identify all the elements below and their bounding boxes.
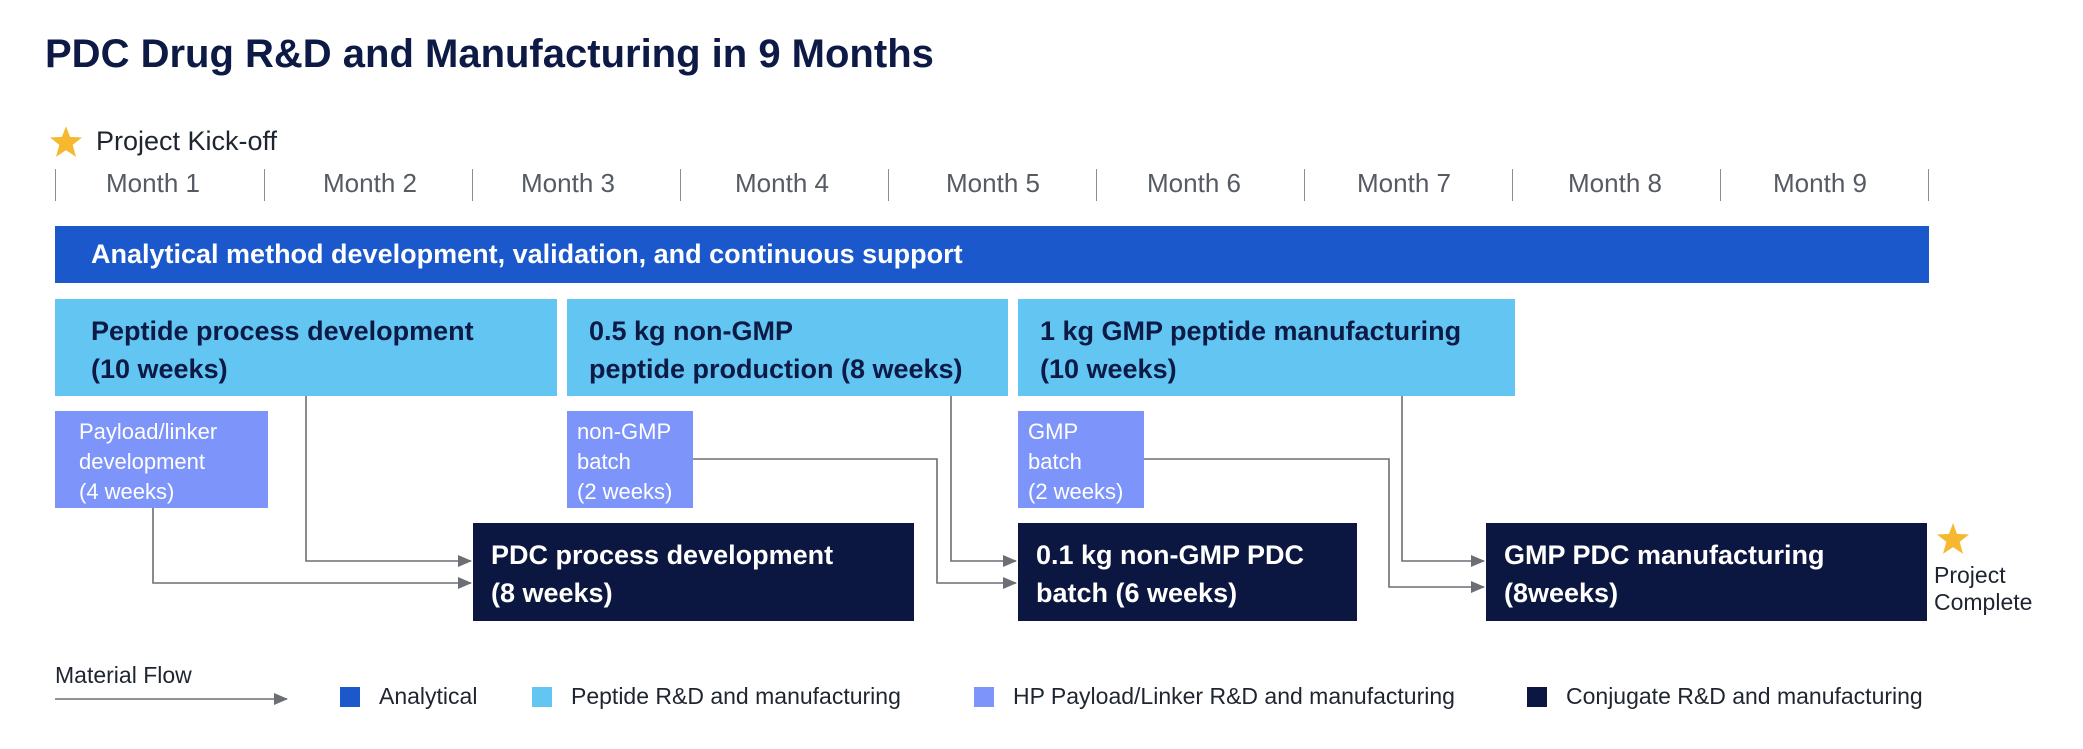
non-gmp-peptide-box: 0.5 kg non-GMP peptide production (8 wee… bbox=[567, 299, 1008, 396]
month-label: Month 9 bbox=[1773, 168, 1867, 198]
legend-item-analytical: Analytical bbox=[340, 683, 477, 710]
flow-arrow bbox=[1401, 396, 1485, 567]
legend-item-payload: HP Payload/Linker R&D and manufacturing bbox=[974, 683, 1455, 710]
month-divider bbox=[1512, 169, 1513, 201]
legend-swatch bbox=[340, 686, 360, 707]
payload-linker-box: Payload/linker development (4 weeks) bbox=[55, 411, 268, 508]
month-label: Month 7 bbox=[1357, 168, 1451, 198]
month-label: Month 1 bbox=[106, 168, 200, 198]
month-divider bbox=[680, 169, 681, 201]
month-label: Month 4 bbox=[735, 168, 829, 198]
month-label: Month 6 bbox=[1147, 168, 1241, 198]
box-line: batch bbox=[577, 449, 631, 474]
box-line: (2 weeks) bbox=[577, 479, 673, 504]
box-line: (8 weeks) bbox=[491, 578, 613, 608]
gmp-peptide-box: 1 kg GMP peptide manufacturing (10 weeks… bbox=[1018, 299, 1515, 396]
box-line: batch (6 weeks) bbox=[1036, 578, 1238, 608]
box-line: (10 weeks) bbox=[91, 354, 228, 384]
kickoff-milestone: Project Kick-off bbox=[50, 126, 277, 157]
month-divider bbox=[1928, 169, 1929, 201]
box-line: GMP PDC manufacturing bbox=[1504, 540, 1825, 570]
analytical-bar: Analytical method development, validatio… bbox=[55, 226, 1929, 283]
box-line: batch bbox=[1028, 449, 1082, 474]
box-line: 0.5 kg non-GMP bbox=[589, 316, 794, 346]
month-divider bbox=[1096, 169, 1097, 201]
month-divider bbox=[264, 169, 265, 201]
box-line: (2 weeks) bbox=[1028, 479, 1124, 504]
box-line: (10 weeks) bbox=[1040, 354, 1177, 384]
month-label: Month 3 bbox=[521, 168, 615, 198]
legend-item-peptide: Peptide R&D and manufacturing bbox=[532, 683, 901, 710]
flow-arrow bbox=[305, 396, 472, 567]
box-line: GMP bbox=[1028, 419, 1079, 444]
box-line: 0.1 kg non-GMP PDC bbox=[1036, 540, 1305, 570]
flow-arrow bbox=[1144, 458, 1485, 593]
legend-swatch bbox=[1527, 686, 1547, 707]
box-line: development bbox=[79, 449, 205, 474]
gmp-batch-box: GMP batch (2 weeks) bbox=[1018, 411, 1144, 508]
complete-line: Complete bbox=[1934, 589, 2033, 615]
star-icon bbox=[1937, 523, 1969, 554]
legend-label: Peptide R&D and manufacturing bbox=[571, 683, 901, 709]
legend-swatch bbox=[974, 686, 994, 707]
box-line: non-GMP bbox=[577, 419, 672, 444]
legend-label: Conjugate R&D and manufacturing bbox=[1566, 683, 1923, 709]
month-divider bbox=[55, 169, 56, 201]
peptide-process-box: Peptide process development (10 weeks) bbox=[55, 299, 557, 396]
page-title: PDC Drug R&D and Manufacturing in 9 Mont… bbox=[45, 32, 934, 76]
legend-item-conjugate: Conjugate R&D and manufacturing bbox=[1527, 683, 1923, 710]
kickoff-label: Project Kick-off bbox=[96, 126, 278, 156]
flow-arrow bbox=[152, 508, 472, 589]
box-line: (4 weeks) bbox=[79, 479, 175, 504]
box-line: peptide production (8 weeks) bbox=[589, 354, 963, 384]
month-label: Month 8 bbox=[1568, 168, 1662, 198]
gmp-pdc-box: GMP PDC manufacturing (8weeks) bbox=[1486, 523, 1927, 621]
month-divider bbox=[1304, 169, 1305, 201]
box-line: Payload/linker bbox=[79, 419, 218, 444]
flow-arrow bbox=[950, 396, 1017, 567]
pdc-process-box: PDC process development (8 weeks) bbox=[473, 523, 914, 621]
non-gmp-batch-box: non-GMP batch (2 weeks) bbox=[567, 411, 693, 508]
flow-arrow bbox=[693, 458, 1017, 589]
star-icon bbox=[50, 126, 82, 157]
legend-material-flow: Material Flow bbox=[55, 662, 192, 688]
month-divider bbox=[1720, 169, 1721, 201]
month-label: Month 2 bbox=[323, 168, 417, 198]
legend-label: HP Payload/Linker R&D and manufacturing bbox=[1013, 683, 1455, 709]
non-gmp-pdc-box: 0.1 kg non-GMP PDC batch (6 weeks) bbox=[1018, 523, 1357, 621]
box-line: Peptide process development bbox=[91, 316, 474, 346]
month-label: Month 5 bbox=[946, 168, 1040, 198]
box-line: (8weeks) bbox=[1504, 578, 1619, 608]
month-divider bbox=[472, 169, 473, 201]
project-complete-label: Project Complete bbox=[1934, 562, 2032, 616]
box-line: PDC process development bbox=[491, 540, 834, 570]
complete-line: Project bbox=[1934, 562, 2006, 588]
box-line: 1 kg GMP peptide manufacturing bbox=[1040, 316, 1462, 346]
legend-label: Analytical bbox=[379, 683, 478, 709]
legend-swatch bbox=[532, 686, 552, 707]
month-divider bbox=[888, 169, 889, 201]
